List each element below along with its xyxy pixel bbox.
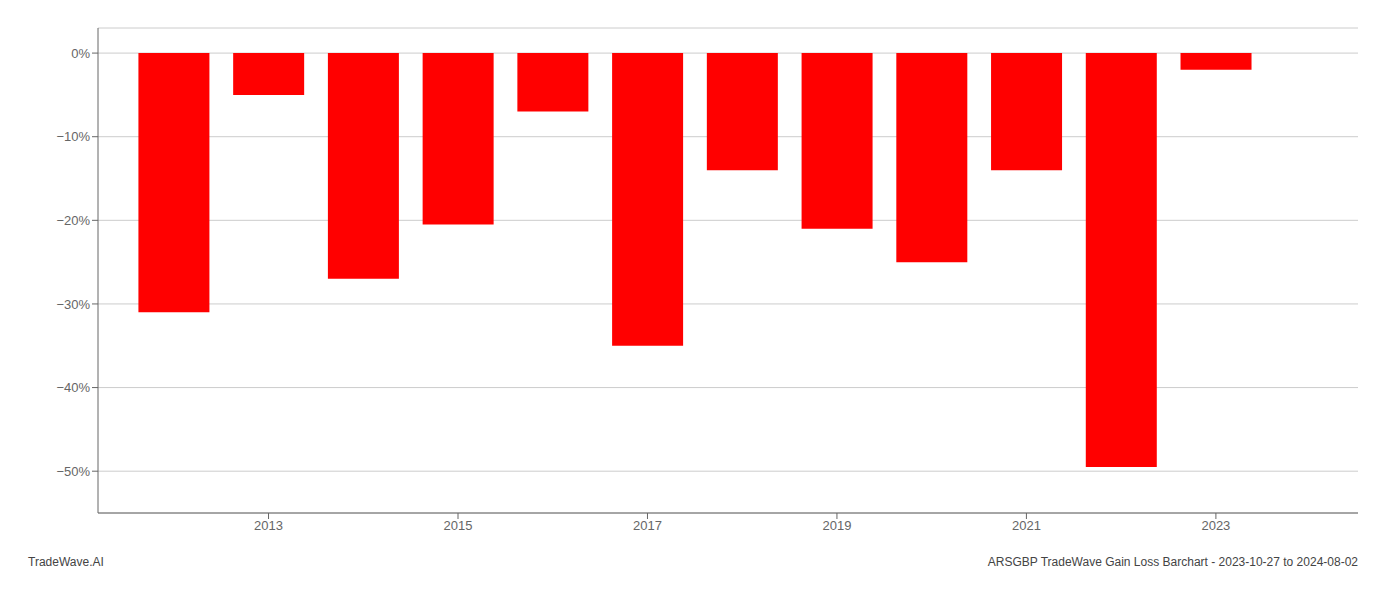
svg-text:2021: 2021 — [1012, 518, 1041, 533]
html-text:TradeWave.AI: TradeWave.AI — [28, 555, 104, 569]
svg-text:2023: 2023 — [1201, 518, 1230, 533]
svg-text:−50%: −50% — [56, 464, 90, 479]
svg-text:2013: 2013 — [254, 518, 283, 533]
svg-text:2019: 2019 — [822, 518, 851, 533]
svg-text:2017: 2017 — [633, 518, 662, 533]
html-text:ARSGBP TradeWave Gain Loss Bar: ARSGBP TradeWave Gain Loss Barchart - 20… — [987, 555, 1358, 569]
svg-text:−30%: −30% — [56, 297, 90, 312]
svg-text:−40%: −40% — [56, 380, 90, 395]
svg-text:2015: 2015 — [444, 518, 473, 533]
svg-text:−20%: −20% — [56, 213, 90, 228]
svg-text:0%: 0% — [71, 46, 90, 61]
svg-text:−10%: −10% — [56, 129, 90, 144]
